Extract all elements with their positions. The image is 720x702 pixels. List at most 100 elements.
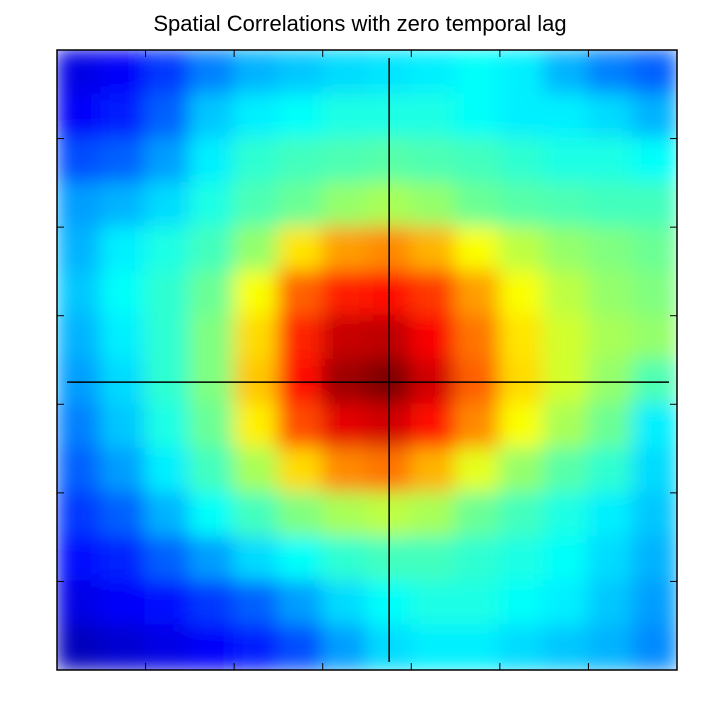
heatmap-cell — [631, 270, 677, 317]
heatmap-cell — [543, 137, 590, 184]
heatmap-cell — [188, 137, 236, 184]
heatmap-cell — [188, 314, 236, 361]
heatmap-cell — [321, 580, 368, 627]
heatmap-cell — [543, 624, 590, 670]
heatmap-cell — [233, 93, 280, 140]
heatmap-cell — [498, 137, 546, 184]
heatmap-cell — [233, 137, 280, 184]
heatmap-cell — [100, 580, 147, 627]
heatmap-cell — [454, 624, 501, 670]
heatmap-cell — [498, 536, 546, 583]
heatmap-cell — [410, 314, 457, 361]
heatmap-cell — [321, 536, 368, 583]
heatmap-cell — [57, 491, 103, 539]
heatmap-cell — [188, 580, 236, 627]
heatmap-cell — [543, 403, 590, 450]
heatmap-cell — [631, 536, 677, 583]
heatmap-cell — [498, 50, 546, 96]
heatmap-cell — [277, 314, 324, 361]
heatmap-cell — [188, 181, 236, 229]
heatmap-cell — [454, 181, 501, 229]
heatmap-cell — [188, 270, 236, 317]
heatmap-cell — [631, 314, 677, 361]
heatmap-cell — [587, 314, 634, 361]
heatmap-cell — [277, 270, 324, 317]
heatmap-cell — [543, 181, 590, 229]
heatmap-cell — [587, 447, 634, 494]
heatmap-cell — [454, 226, 501, 273]
heatmap-cell — [410, 137, 457, 184]
axis-ticks — [57, 50, 677, 670]
heatmap-cell — [321, 624, 368, 670]
heatmap-cell — [57, 536, 103, 583]
heatmap-cell — [233, 536, 280, 583]
heatmap-cell — [233, 314, 280, 361]
plot-frame — [56, 49, 678, 671]
heatmap-cell — [233, 624, 280, 670]
heatmap-cell — [410, 447, 457, 494]
heatmap-cell — [410, 270, 457, 317]
heatmap-cell — [543, 536, 590, 583]
heatmap-cell — [631, 624, 677, 670]
heatmap-cell — [233, 181, 280, 229]
heatmap-cell — [188, 447, 236, 494]
heatmap-cell — [100, 403, 147, 450]
heatmap-cell — [321, 93, 368, 140]
heatmap-cell — [587, 536, 634, 583]
heatmap-cell — [498, 580, 546, 627]
heatmap-cell — [188, 50, 236, 96]
heatmap-cells — [57, 50, 677, 670]
heatmap-cell — [587, 50, 634, 96]
heatmap-cell — [454, 137, 501, 184]
heatmap-cell — [321, 403, 368, 450]
heatmap-cell — [57, 226, 103, 273]
heatmap-cell — [277, 403, 324, 450]
heatmap-cell — [277, 137, 324, 184]
heatmap-cell — [188, 403, 236, 450]
heatmap-cell — [498, 270, 546, 317]
heatmap-cell — [454, 50, 501, 96]
heatmap-cell — [410, 181, 457, 229]
heatmap-cell — [144, 181, 191, 229]
heatmap-cell — [144, 314, 191, 361]
heatmap-cell — [410, 226, 457, 273]
heatmap-cell — [100, 93, 147, 140]
heatmap-cell — [144, 270, 191, 317]
heatmap-cell — [233, 491, 280, 539]
heatmap-cell — [410, 403, 457, 450]
heatmap-cell — [100, 270, 147, 317]
heatmap-cell — [144, 536, 191, 583]
heatmap-cell — [631, 447, 677, 494]
heatmap-cell — [587, 403, 634, 450]
heatmap-cell — [321, 491, 368, 539]
heatmap-cell — [188, 536, 236, 583]
crosshair — [67, 58, 669, 662]
heatmap-cell — [631, 580, 677, 627]
heatmap-cell — [144, 580, 191, 627]
heatmap-cell — [631, 226, 677, 273]
heatmap-cell — [321, 50, 368, 96]
heatmap-cell — [321, 226, 368, 273]
heatmap-cell — [277, 580, 324, 627]
heatmap-cell — [277, 491, 324, 539]
heatmap-cell — [57, 50, 103, 96]
heatmap-cell — [100, 624, 147, 670]
heatmap-cell — [454, 403, 501, 450]
heatmap-cell — [233, 226, 280, 273]
heatmap-cell — [233, 580, 280, 627]
chart-title: Spatial Correlations with zero temporal … — [153, 11, 567, 36]
heatmap-cell — [587, 491, 634, 539]
heatmap-cell — [410, 491, 457, 539]
heatmap-cell — [233, 403, 280, 450]
heatmap-cell — [188, 93, 236, 140]
heatmap-cell — [498, 624, 546, 670]
heatmap-cell — [144, 491, 191, 539]
heatmap-cell — [233, 50, 280, 96]
heatmap-cell — [498, 226, 546, 273]
heatmap-cell — [587, 580, 634, 627]
heatmap-cell — [543, 580, 590, 627]
heatmap-cell — [631, 181, 677, 229]
heatmap-cell — [57, 624, 103, 670]
heatmap-cell — [144, 50, 191, 96]
